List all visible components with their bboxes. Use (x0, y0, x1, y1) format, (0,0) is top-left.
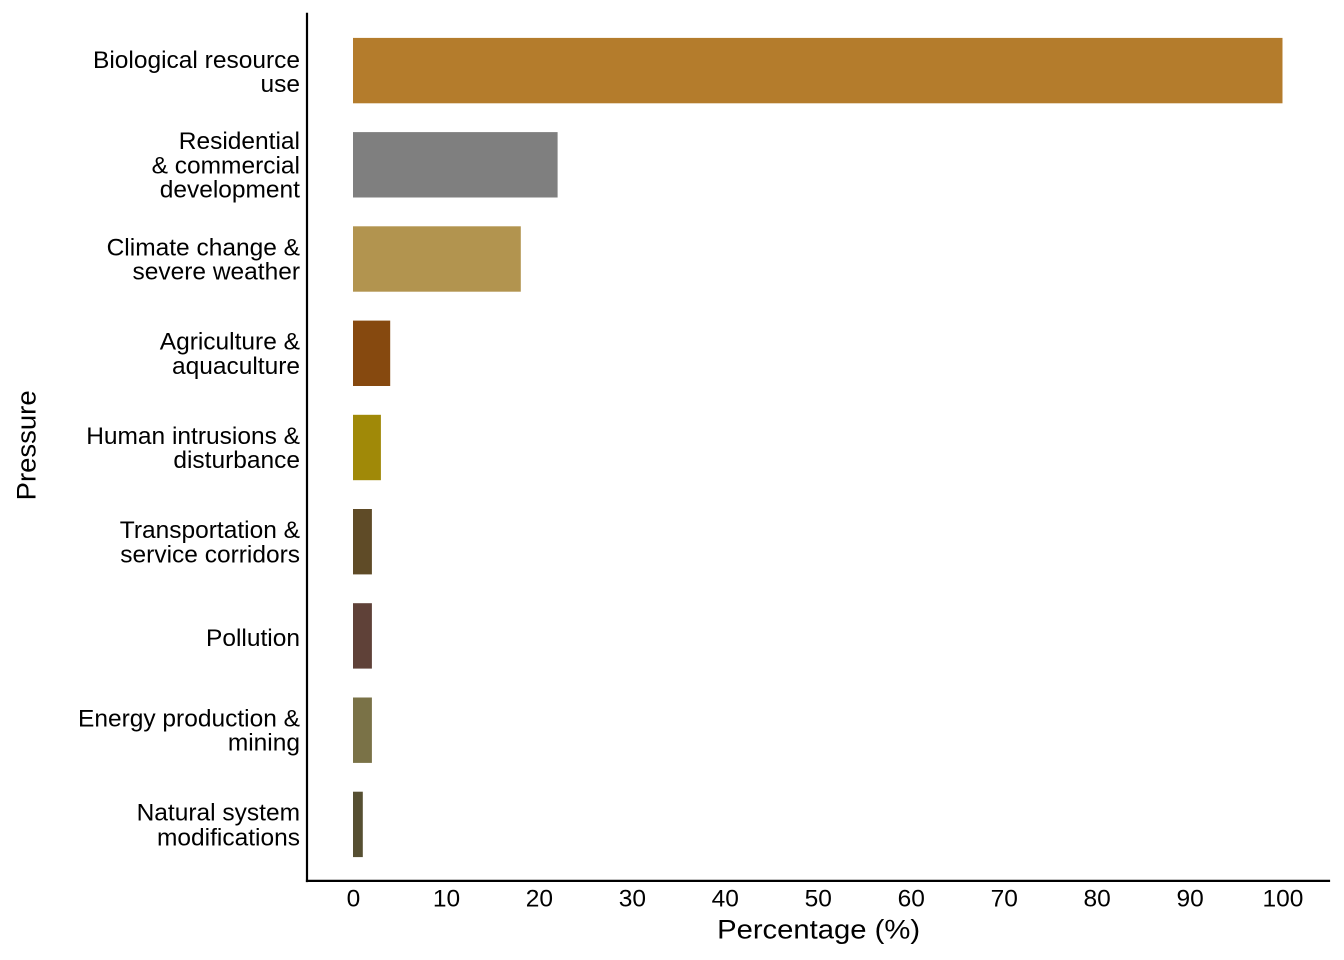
svg-text:70: 70 (991, 886, 1018, 913)
svg-text:Pollution: Pollution (206, 625, 300, 652)
svg-text:10: 10 (433, 886, 460, 913)
svg-text:Agriculture &aquaculture: Agriculture & aquaculture (160, 329, 300, 380)
svg-text:Percentage (%): Percentage (%) (717, 915, 920, 945)
svg-text:Pressure: Pressure (12, 390, 42, 500)
svg-text:90: 90 (1176, 886, 1203, 913)
svg-text:Energy production &mining: Energy production & mining (78, 706, 300, 757)
svg-text:30: 30 (619, 886, 646, 913)
svg-text:Transportation &service corrid: Transportation & service corridors (120, 517, 300, 568)
svg-text:40: 40 (712, 886, 739, 913)
svg-text:Climate change &severe weather: Climate change & severe weather (107, 234, 300, 285)
svg-text:80: 80 (1083, 886, 1110, 913)
svg-text:0: 0 (347, 886, 361, 913)
svg-text:100: 100 (1263, 886, 1304, 913)
svg-text:60: 60 (898, 886, 925, 913)
svg-text:50: 50 (805, 886, 832, 913)
svg-text:20: 20 (526, 886, 553, 913)
svg-text:Human intrusions &disturbance: Human intrusions & disturbance (86, 423, 300, 474)
